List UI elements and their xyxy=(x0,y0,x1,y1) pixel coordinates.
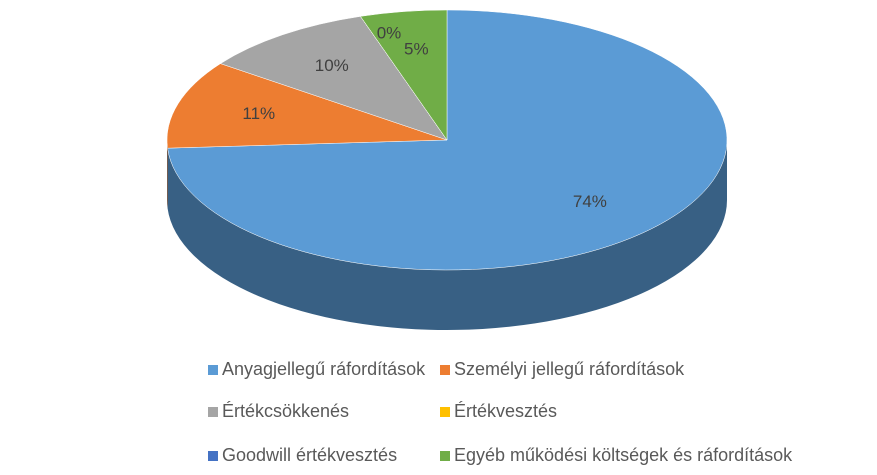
legend-marker xyxy=(440,451,450,461)
data-label: 0% xyxy=(377,23,402,42)
legend-marker xyxy=(208,407,218,417)
legend-marker xyxy=(440,407,450,417)
legend-marker xyxy=(208,451,218,461)
legend-label: Goodwill értékvesztés xyxy=(222,445,397,465)
pie-side xyxy=(167,140,728,331)
legend-marker xyxy=(208,365,218,375)
legend-marker xyxy=(440,365,450,375)
legend-label: Értékvesztés xyxy=(454,401,557,421)
data-label: 74% xyxy=(573,192,607,211)
legend-label: Anyagjellegű ráfordítások xyxy=(222,359,426,379)
data-label: 11% xyxy=(242,104,275,123)
pie-side xyxy=(167,140,168,209)
data-label: 5% xyxy=(404,40,429,59)
pie-slice xyxy=(360,9,448,141)
data-label: 10% xyxy=(315,56,349,75)
legend-label: Értékcsökkenés xyxy=(222,401,349,421)
pie-slice xyxy=(219,16,448,141)
legend-label: Személyi jellegű ráfordítások xyxy=(454,359,685,379)
pie-slice xyxy=(166,63,448,149)
legend-label: Egyéb működési költségek és ráfordítások xyxy=(454,445,793,465)
